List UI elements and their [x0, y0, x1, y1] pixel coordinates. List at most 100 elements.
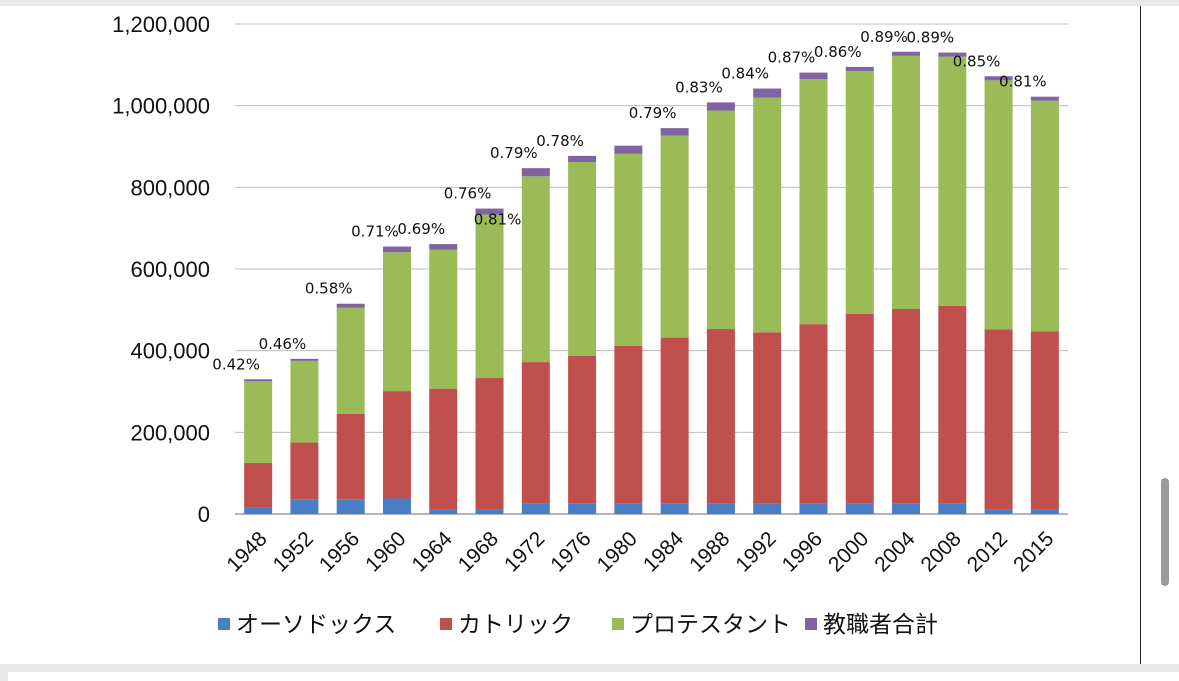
y-tick-label: 200,000: [130, 420, 210, 445]
x-tick-label: 2000: [824, 527, 873, 576]
bar-segment: [568, 155, 597, 163]
x-tick-label: 1960: [361, 527, 410, 576]
y-tick-label: 800,000: [130, 175, 210, 200]
bar-segment: [984, 509, 1013, 514]
bar-segment: [244, 379, 273, 382]
x-tick-label: 1964: [407, 527, 457, 577]
bar-segment: [244, 507, 273, 514]
bar-segment: [290, 360, 319, 443]
x-tick-label: 1976: [546, 527, 595, 576]
x-tick-label: 1968: [454, 527, 503, 576]
bar-segment: [244, 381, 273, 463]
bar-segment: [290, 442, 319, 500]
bar-segment: [336, 303, 365, 308]
bar-segment: [382, 246, 411, 253]
bar-segment: [382, 498, 411, 514]
data-label: 0.81%: [999, 73, 1047, 91]
bar-segment: [799, 72, 828, 80]
bar-segment: [290, 358, 319, 361]
data-label: 0.86%: [814, 43, 862, 61]
y-tick-label: 1,200,000: [112, 12, 210, 37]
bar-segment: [984, 329, 1013, 510]
bar-segment: [984, 76, 1013, 81]
data-label: 0.76%: [444, 185, 492, 203]
bar-segment: [1030, 96, 1059, 101]
bar-segment: [429, 249, 458, 389]
scrollbar-thumb[interactable]: [1161, 478, 1169, 586]
bar-segment: [382, 252, 411, 392]
bar-segment: [429, 509, 458, 514]
y-tick-label: 400,000: [130, 339, 210, 364]
bar-segment: [938, 52, 967, 57]
data-label: 0.78%: [536, 132, 584, 150]
bar-segment: [336, 499, 365, 514]
x-tick-label: 1992: [731, 527, 780, 576]
data-label: 0.58%: [305, 280, 353, 298]
data-label: 0.69%: [397, 220, 445, 238]
x-tick-label: 1956: [315, 527, 364, 576]
bar-segment: [382, 391, 411, 499]
bar-segment: [706, 110, 735, 330]
bar-segment: [475, 509, 504, 514]
data-label: 0.89%: [906, 29, 954, 47]
bar-segment: [845, 70, 874, 314]
bar-segment: [568, 162, 597, 356]
data-label: 0.42%: [212, 355, 260, 373]
next-page-edge: [8, 672, 1179, 681]
legend-label: オーソドックス: [236, 612, 396, 638]
bar-segment: [892, 55, 921, 310]
bar-segment: [892, 51, 921, 56]
legend-swatch: [805, 618, 817, 630]
legend-label: カトリック: [458, 612, 573, 638]
bar-segment: [660, 135, 689, 338]
bar-segment: [336, 307, 365, 414]
bar-segment: [799, 79, 828, 325]
bar-segment: [660, 503, 689, 514]
bar-segment: [753, 503, 782, 514]
bar-segment: [614, 503, 643, 514]
data-label: 0.79%: [490, 144, 538, 162]
bar-segment: [614, 145, 643, 154]
bar-segment: [475, 208, 504, 215]
bar-segment: [753, 88, 782, 98]
bar-segment: [1030, 100, 1059, 332]
bar-segment: [799, 503, 828, 514]
x-tick-label: 1952: [269, 527, 318, 576]
x-tick-label: 2012: [963, 527, 1012, 576]
x-tick-label: 1988: [685, 527, 734, 576]
bar-segment: [706, 102, 735, 111]
bar-segment: [521, 168, 550, 177]
x-tick-label: 2008: [917, 527, 966, 576]
data-label: 0.85%: [953, 52, 1001, 70]
y-tick-label: 0: [198, 502, 210, 527]
data-label: 0.83%: [675, 78, 723, 96]
bar-segment: [845, 313, 874, 504]
bar-segment: [753, 332, 782, 504]
bar-segment: [660, 337, 689, 504]
bar-segment: [892, 503, 921, 514]
legend-swatch: [218, 618, 230, 630]
bar-segment: [845, 503, 874, 514]
bar-segment: [1030, 509, 1059, 514]
bar-segment: [521, 362, 550, 504]
bar-segment: [568, 355, 597, 504]
bar-segment: [1030, 331, 1059, 510]
x-tick-label: 1948: [222, 527, 271, 576]
x-tick-label: 2004: [870, 527, 920, 577]
bar-segment: [938, 503, 967, 514]
x-tick-label: 1980: [593, 527, 642, 576]
bar-segment: [660, 128, 689, 136]
legend-label: 教職者合計: [823, 612, 938, 638]
bar-segment: [614, 345, 643, 504]
bar-segment: [938, 56, 967, 306]
legend-swatch: [612, 618, 624, 630]
y-tick-label: 1,000,000: [112, 94, 210, 119]
data-label: 0.46%: [259, 335, 307, 353]
bar-segment: [336, 413, 365, 500]
bar-segment: [429, 388, 458, 510]
data-label: 0.89%: [860, 28, 908, 46]
bar-segment: [244, 462, 273, 508]
bar-segment: [984, 80, 1013, 330]
bar-segment: [568, 503, 597, 514]
